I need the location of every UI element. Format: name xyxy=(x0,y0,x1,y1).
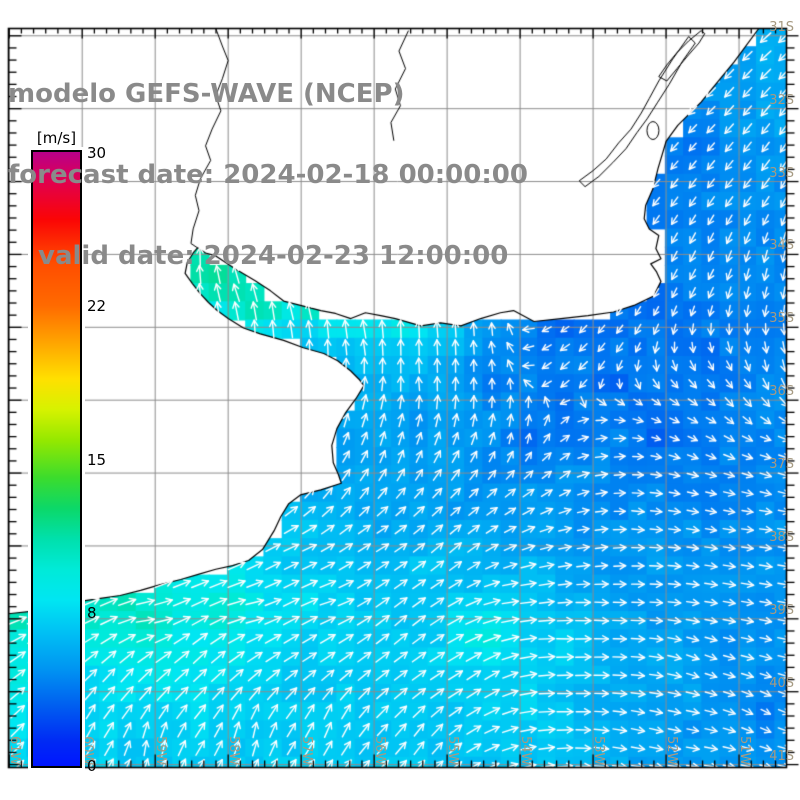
lat-label-36S: 36S xyxy=(769,384,794,400)
lat-label-37S: 37S xyxy=(769,457,794,473)
lon-label-54W: 54W xyxy=(518,736,534,766)
colorbar-tick-0: 0 xyxy=(87,757,97,775)
lat-label-31S: 31S xyxy=(769,19,794,35)
lon-label-59W: 59W xyxy=(153,736,169,766)
lon-label-57W: 57W xyxy=(299,736,315,766)
colorbar-tick-15: 15 xyxy=(87,450,107,469)
colorbar-unit-label: [m/s] xyxy=(36,129,77,147)
lat-label-33S: 33S xyxy=(769,165,794,181)
lat-label-41S: 41S xyxy=(769,748,794,764)
lon-label-58W: 58W xyxy=(226,736,242,766)
lat-label-35S: 35S xyxy=(769,311,794,327)
lat-label-39S: 39S xyxy=(769,602,794,618)
forecast-date: forecast date: 2024-02-18 00:00:00 xyxy=(8,160,528,190)
colorbar-tick-22: 22 xyxy=(87,297,107,316)
figure-title: modelo GEFS-WAVE (NCEP) forecast date: 2… xyxy=(8,27,528,324)
lat-label-32S: 32S xyxy=(769,92,794,108)
lat-label-34S: 34S xyxy=(769,238,794,254)
lon-label-55W: 55W xyxy=(445,736,461,766)
lon-label-61W: 61W xyxy=(7,736,23,766)
lon-label-53W: 53W xyxy=(591,736,607,766)
colorbar-tick-30: 30 xyxy=(87,144,107,162)
lat-label-40S: 40S xyxy=(769,675,794,691)
valid-date: valid date: 2024-02-23 12:00:00 xyxy=(38,241,509,271)
colorbar-gradient xyxy=(31,150,82,768)
colorbar-tick-8: 8 xyxy=(87,603,97,622)
lat-label-38S: 38S xyxy=(769,529,794,545)
lon-label-56W: 56W xyxy=(372,736,388,766)
model-name: modelo GEFS-WAVE (NCEP) xyxy=(8,79,405,109)
lon-label-51W: 51W xyxy=(737,736,753,766)
colorbar xyxy=(28,147,85,771)
lon-label-52W: 52W xyxy=(664,736,680,766)
